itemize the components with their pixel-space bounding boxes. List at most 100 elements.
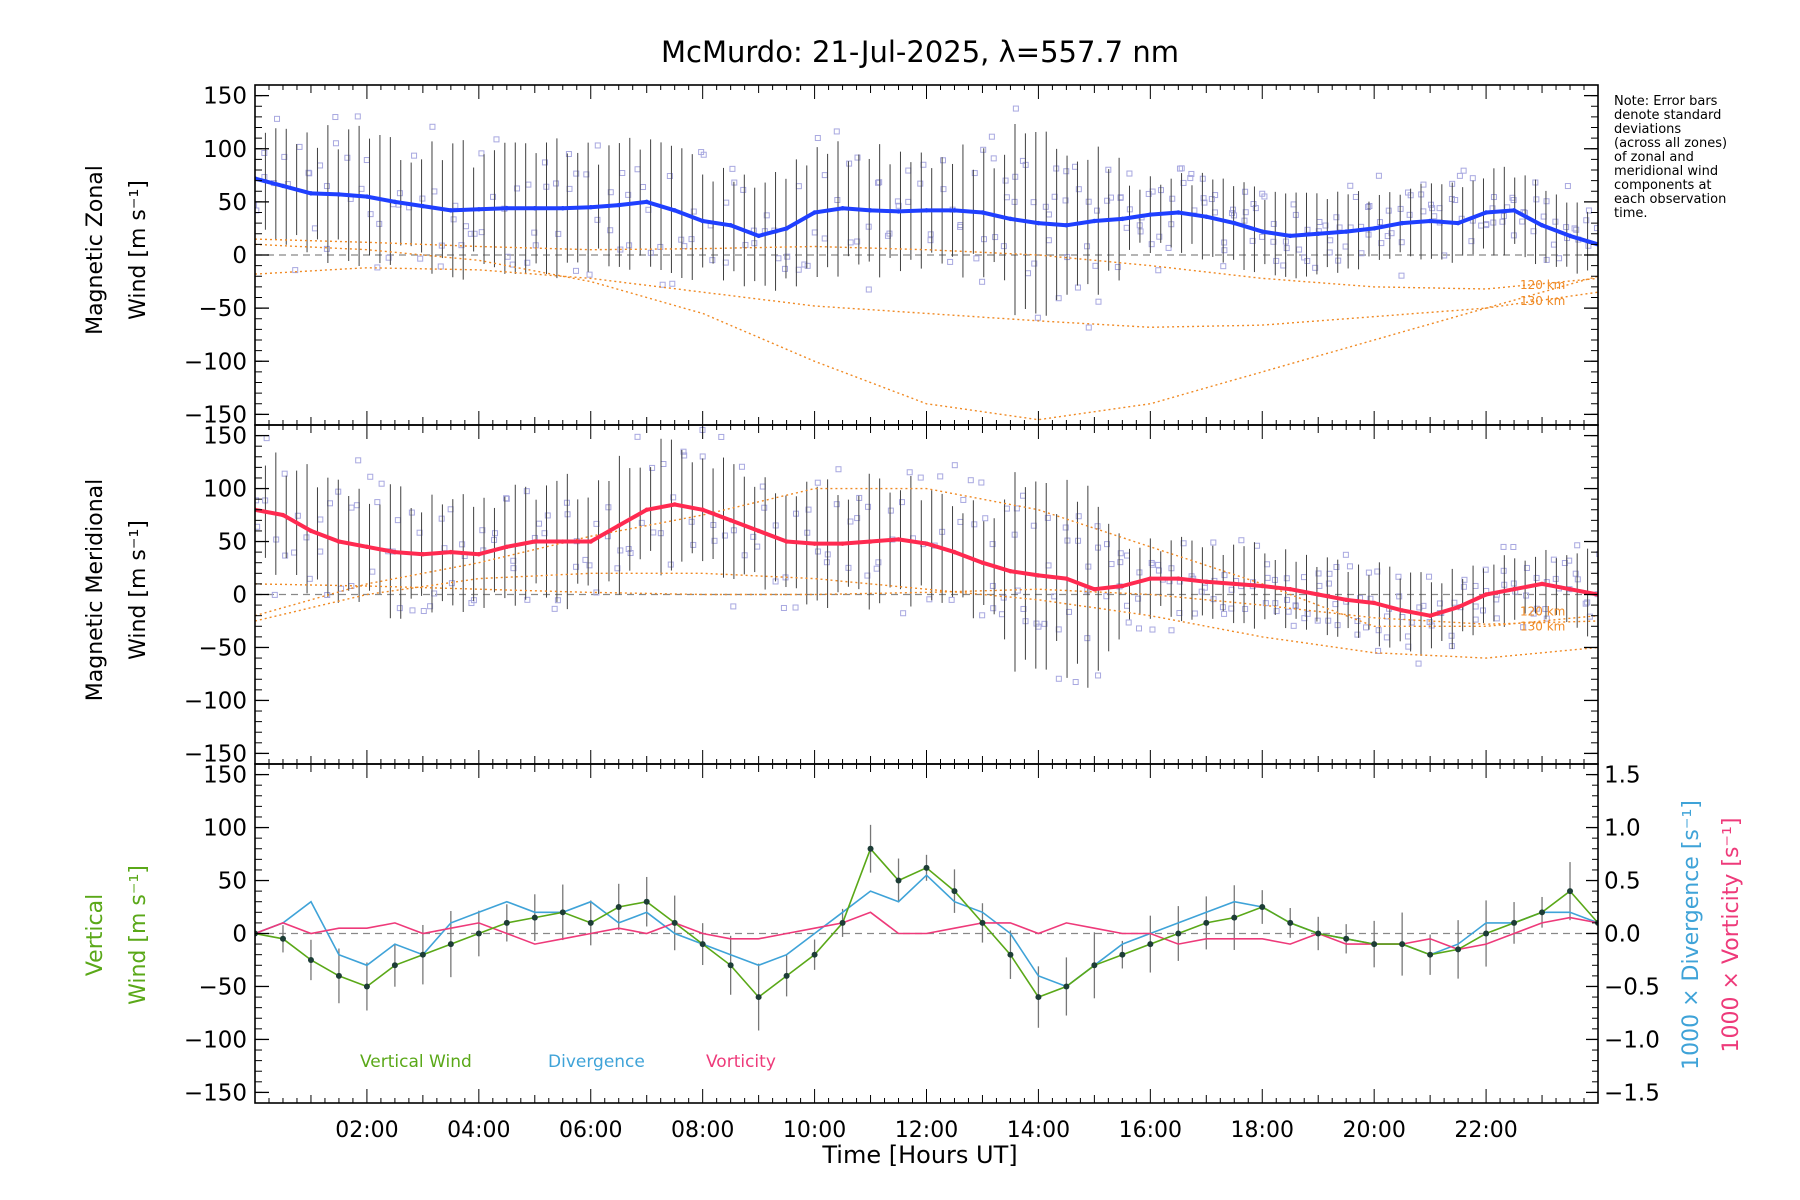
series-point-zonal — [812, 210, 817, 215]
scatter-sample — [1169, 195, 1176, 202]
meridional-ylabel-line2: Wind [m s⁻¹] — [126, 520, 151, 660]
y2-tick-label: −1.0 — [1604, 1027, 1660, 1053]
scatter-sample — [1429, 205, 1436, 212]
scatter-sample — [814, 479, 821, 486]
scatter-sample — [666, 173, 673, 180]
scatter-sample — [416, 529, 423, 536]
scatter-sample — [730, 603, 737, 610]
model-curve-110-km — [255, 238, 1598, 290]
series-point-meridional — [1567, 587, 1573, 592]
y2-tick-label: 0.0 — [1604, 922, 1641, 948]
scatter-sample — [1259, 190, 1266, 197]
vertical-wind-point — [1455, 946, 1462, 953]
scatter-sample — [738, 463, 745, 470]
scatter-sample — [1436, 600, 1443, 607]
scatter-sample — [1075, 513, 1082, 520]
scatter-sample — [1200, 195, 1207, 202]
scatter-sample — [1075, 537, 1082, 544]
scatter-sample — [1044, 514, 1051, 521]
scatter-sample — [1346, 563, 1353, 570]
legend-vorticity: Vorticity — [706, 1052, 776, 1072]
scatter-sample — [429, 123, 436, 130]
series-point-zonal — [756, 233, 761, 239]
scatter-sample — [1273, 257, 1280, 264]
scatter-sample — [989, 582, 996, 589]
scatter-sample — [1283, 245, 1290, 252]
panel-meridional-labels: Magnetic Meridional Wind [m s⁻¹] — [83, 479, 151, 701]
series-point-zonal — [1455, 220, 1461, 226]
scatter-sample — [420, 608, 427, 615]
scatter-sample — [875, 179, 882, 186]
scatter-sample — [960, 496, 967, 503]
scatter-sample — [1137, 228, 1144, 235]
model-curve-120-km — [255, 487, 1598, 627]
scatter-sample — [625, 191, 632, 198]
scatter-sample — [1468, 238, 1475, 245]
scatter-sample — [376, 220, 383, 227]
scatter-sample — [690, 541, 697, 548]
scatter-sample — [1315, 570, 1322, 577]
scatter-sample — [670, 494, 677, 501]
scatter-sample — [875, 559, 882, 566]
scatter-sample — [814, 548, 821, 555]
scatter-sample — [1523, 592, 1530, 599]
scatter-sample — [1290, 622, 1297, 629]
vertical-wind-point — [587, 919, 594, 926]
vertical-wind-point — [755, 994, 762, 1001]
series-point-meridional — [728, 518, 733, 523]
vertical-wind-point — [839, 919, 846, 926]
series-point-zonal — [560, 206, 565, 211]
scatter-sample — [1398, 272, 1405, 279]
scatter-sample — [514, 185, 521, 192]
scatter-sample — [1221, 572, 1228, 579]
series-point-meridional — [1483, 592, 1489, 597]
y-tick-label: −100 — [184, 349, 247, 375]
scatter-sample — [607, 227, 614, 234]
scatter-sample — [1490, 219, 1497, 226]
scatter-sample — [1095, 672, 1102, 679]
scatter-sample — [1573, 226, 1580, 233]
y-tick-label: 0 — [232, 922, 247, 948]
scatter-sample — [1533, 574, 1540, 581]
scatter-sample — [1406, 211, 1413, 218]
series-point-meridional — [1455, 605, 1461, 610]
scatter-sample — [1460, 583, 1467, 590]
vertical-wind-point — [503, 919, 510, 926]
y-tick-label: 100 — [203, 137, 247, 163]
y2-tick-label: −0.5 — [1604, 974, 1660, 1000]
scatter-sample — [594, 142, 601, 149]
scatter-sample — [1500, 543, 1507, 550]
scatter-sample — [409, 607, 416, 614]
scatter-sample — [524, 259, 531, 266]
scatter-sample — [718, 433, 725, 440]
vertical-wind-point — [447, 941, 454, 948]
y-tick-label: 50 — [218, 869, 247, 895]
scatter-sample — [1085, 324, 1092, 331]
scatter-sample — [271, 591, 278, 598]
scatter-sample — [541, 530, 548, 537]
vertical-wind-point — [307, 956, 314, 963]
scatter-sample — [833, 128, 840, 135]
vertical-wind-point — [979, 919, 986, 926]
scatter-sample — [1582, 600, 1589, 607]
series-point-meridional — [308, 528, 314, 534]
scatter-sample — [864, 572, 871, 579]
scatter-sample — [1564, 183, 1571, 190]
scatter-sample — [711, 537, 718, 544]
scatter-sample — [971, 521, 978, 528]
scatter-sample — [854, 154, 861, 161]
series-point-meridional — [1092, 587, 1097, 592]
scatter-sample — [292, 267, 299, 274]
model-curve-130-km — [255, 243, 1598, 421]
y-tick-label: 50 — [218, 530, 247, 556]
scatter-sample — [1375, 647, 1382, 654]
scatter-sample — [1533, 605, 1540, 612]
scatter-sample — [690, 208, 697, 215]
scatter-sample — [1270, 238, 1277, 245]
scatter-sample — [1542, 606, 1549, 613]
series-point-zonal — [1288, 233, 1293, 239]
scatter-sample — [458, 242, 465, 249]
scatter-sample — [1426, 573, 1433, 580]
y2-tick-label: 1.5 — [1604, 763, 1641, 789]
